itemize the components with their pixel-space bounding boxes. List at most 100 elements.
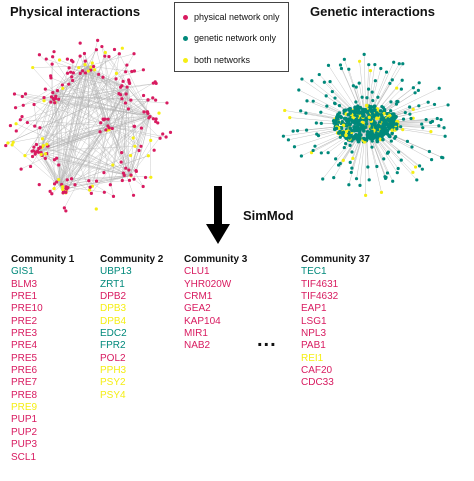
edge bbox=[45, 153, 131, 177]
node bbox=[102, 171, 106, 175]
edge bbox=[283, 123, 367, 137]
node bbox=[309, 151, 314, 155]
node bbox=[350, 166, 354, 170]
edge bbox=[107, 125, 137, 172]
node bbox=[399, 158, 403, 162]
node bbox=[357, 59, 362, 63]
edge bbox=[51, 69, 144, 97]
node bbox=[397, 150, 401, 154]
node bbox=[10, 143, 14, 147]
edge bbox=[127, 83, 157, 89]
node bbox=[57, 58, 62, 62]
edge bbox=[59, 99, 149, 187]
edge bbox=[62, 65, 89, 187]
node bbox=[286, 138, 291, 142]
node bbox=[57, 163, 61, 167]
node bbox=[120, 178, 124, 183]
node bbox=[91, 64, 96, 69]
node bbox=[50, 192, 54, 196]
node bbox=[67, 66, 71, 70]
node bbox=[77, 66, 81, 70]
gene-name: PSY4 bbox=[100, 389, 126, 401]
node bbox=[394, 135, 398, 139]
node bbox=[417, 164, 422, 168]
node bbox=[375, 116, 379, 121]
node bbox=[383, 175, 387, 179]
gene-name: PRE2 bbox=[11, 315, 38, 327]
node bbox=[311, 99, 315, 103]
node bbox=[324, 94, 328, 98]
node bbox=[132, 177, 136, 181]
node bbox=[129, 98, 133, 102]
node bbox=[341, 158, 345, 163]
gene-list: UBP13 ZRT1 DPB2 DPB3 DPB4 EDC2 FPR2 POL2 PPH3 PSY… bbox=[100, 266, 163, 402]
edge bbox=[34, 95, 53, 127]
edge bbox=[65, 175, 131, 193]
node bbox=[38, 126, 42, 130]
node bbox=[114, 77, 118, 81]
edge bbox=[129, 175, 151, 178]
node bbox=[381, 124, 385, 129]
node bbox=[386, 150, 390, 154]
node bbox=[31, 65, 35, 70]
edge bbox=[27, 122, 131, 177]
node bbox=[127, 168, 131, 172]
node bbox=[112, 47, 117, 52]
node bbox=[53, 96, 58, 101]
node bbox=[149, 138, 153, 142]
node bbox=[69, 177, 74, 181]
gene-name: MIR1 bbox=[184, 328, 208, 340]
node bbox=[360, 95, 364, 99]
edge bbox=[24, 115, 151, 156]
node bbox=[23, 154, 27, 158]
edge bbox=[39, 72, 74, 152]
edge bbox=[65, 115, 151, 193]
edge bbox=[108, 56, 151, 117]
node bbox=[355, 110, 360, 115]
node bbox=[446, 103, 450, 107]
edge bbox=[62, 65, 89, 89]
node bbox=[365, 135, 370, 140]
node bbox=[99, 121, 103, 125]
edge bbox=[46, 65, 89, 145]
node bbox=[350, 150, 354, 154]
node bbox=[382, 132, 386, 136]
node bbox=[355, 114, 359, 119]
node bbox=[94, 207, 98, 211]
node bbox=[367, 63, 371, 67]
edge bbox=[87, 65, 129, 110]
node bbox=[349, 170, 353, 175]
edge bbox=[33, 115, 151, 151]
node bbox=[141, 93, 146, 98]
gene-name: DPB3 bbox=[100, 303, 127, 315]
edge bbox=[66, 87, 129, 192]
node bbox=[380, 113, 384, 117]
node bbox=[408, 112, 412, 116]
node bbox=[370, 109, 375, 113]
node bbox=[137, 148, 141, 153]
node bbox=[390, 112, 395, 116]
node bbox=[375, 164, 379, 169]
node bbox=[354, 100, 358, 104]
node bbox=[119, 85, 123, 89]
gene-name: PRE9 bbox=[11, 402, 38, 414]
edge bbox=[53, 115, 151, 189]
gene-name: NAB2 bbox=[184, 340, 211, 352]
edge bbox=[56, 158, 61, 187]
gene-list: TEC1 TIF4631 TIF4632 EAP1 LSG1 NPL3 PAB1 REI1 CA… bbox=[301, 266, 370, 389]
node bbox=[430, 119, 435, 123]
node bbox=[391, 179, 395, 183]
node bbox=[344, 129, 349, 134]
node bbox=[347, 183, 351, 187]
node bbox=[357, 108, 361, 112]
edge bbox=[51, 83, 157, 97]
node bbox=[311, 148, 315, 153]
legend-item-physical: physical network only bbox=[183, 12, 280, 22]
node bbox=[371, 98, 375, 103]
node bbox=[30, 149, 34, 153]
node bbox=[411, 170, 415, 174]
gene-name: PRE3 bbox=[11, 328, 38, 340]
node bbox=[385, 111, 389, 116]
node bbox=[389, 100, 393, 104]
gene-name: FPR2 bbox=[100, 340, 126, 352]
